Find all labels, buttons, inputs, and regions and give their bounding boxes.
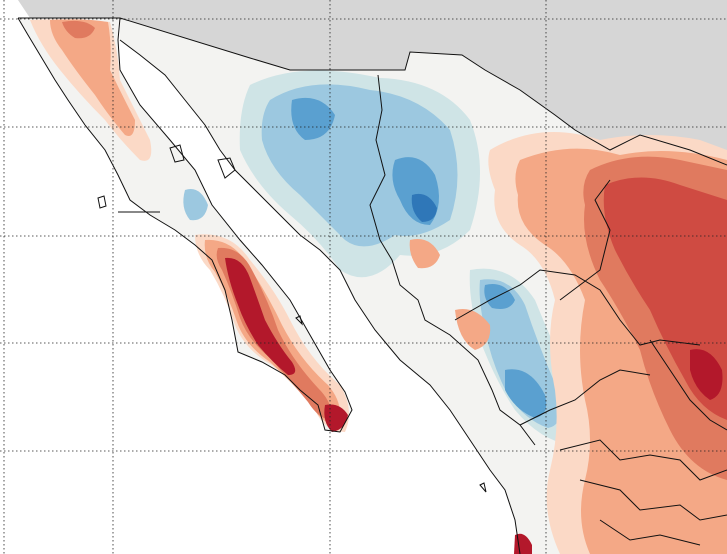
- chihuahua-coahuila-border: [559, 179, 611, 301]
- us-mexico-border: [18, 17, 727, 166]
- island-small-3: [479, 482, 487, 493]
- blue-deep-zone-east: [411, 193, 437, 222]
- outside-domain-region: [18, 0, 727, 165]
- blue-zone-baja: [183, 189, 208, 221]
- red-zone-central: [455, 309, 491, 350]
- eastern-state-border: [649, 339, 727, 431]
- red-zone-central-2: [409, 239, 440, 269]
- sinaloa-durango-border: [519, 369, 651, 426]
- island-angel: [169, 144, 185, 163]
- blue-strong-zone-south: [505, 369, 547, 418]
- island-small-1: [97, 195, 107, 209]
- red-darkest-zone-baja-south: [225, 257, 296, 375]
- baja-coastline: [17, 17, 353, 433]
- red-zone-far-south: [514, 533, 532, 554]
- red-mid-zone-baja-north: [50, 19, 135, 136]
- red-strong-zone-baja-north: [62, 20, 95, 39]
- red-darkest-zone-east: [690, 349, 723, 400]
- blue-strong-zone-north: [291, 97, 335, 140]
- durango-border: [454, 269, 701, 346]
- blue-strong-zone-mid: [484, 284, 515, 309]
- gulf-islands: [97, 144, 487, 493]
- negative-anomaly-contours: [183, 70, 600, 541]
- island-small-2: [295, 315, 303, 326]
- positive-anomaly-contours: [30, 19, 727, 554]
- southern-state-borders: [559, 439, 727, 546]
- island-tiburon: [217, 157, 236, 179]
- sonora-chihuahua-border: [369, 74, 536, 446]
